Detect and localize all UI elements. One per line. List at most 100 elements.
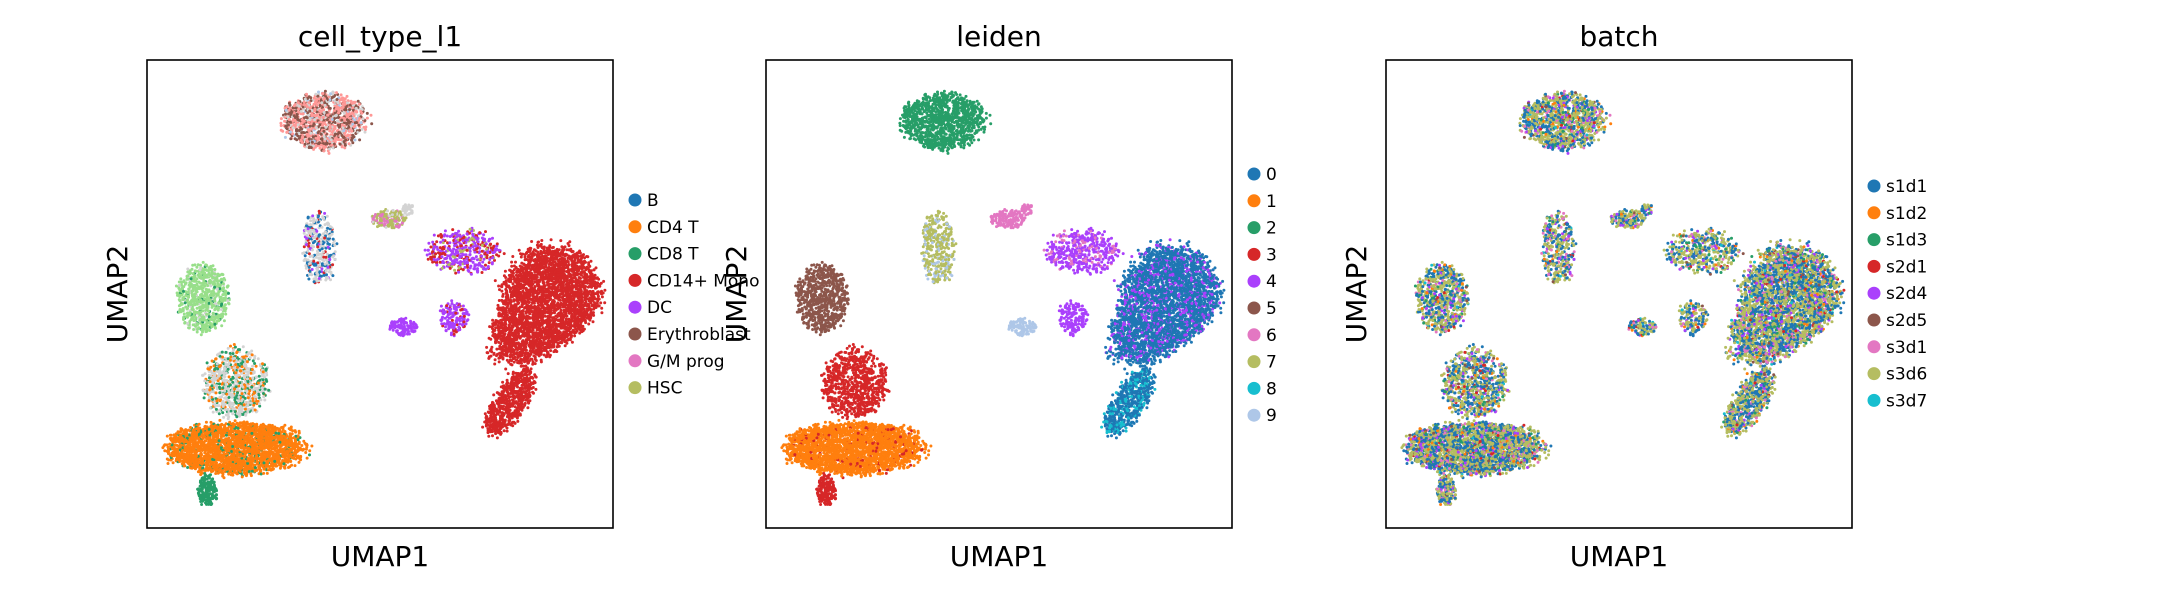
cell-point [284, 125, 287, 128]
cell-point [447, 313, 450, 316]
cell-point [470, 273, 473, 276]
cell-point [562, 281, 565, 284]
cell-point [488, 258, 491, 261]
cell-point [316, 267, 319, 270]
cell-point [600, 307, 603, 310]
cell-point [323, 212, 326, 215]
cell-point [364, 131, 367, 134]
cell-point [454, 272, 457, 275]
cell-point [560, 309, 563, 312]
cell-point [401, 222, 404, 225]
cell-point [439, 309, 442, 312]
cell-point [289, 131, 292, 134]
cell-point [308, 273, 311, 276]
cell-point [352, 112, 355, 115]
cell-point [407, 330, 410, 333]
cell-point [442, 239, 445, 242]
cell-point [509, 299, 512, 302]
cell-point [325, 270, 328, 273]
cell-point [398, 219, 401, 222]
cell-point [320, 133, 323, 136]
cell-point [525, 269, 528, 272]
cell-point [462, 253, 465, 256]
cell-point [557, 288, 560, 291]
cell-point [564, 344, 567, 347]
cell-point [494, 326, 497, 329]
cell-point [427, 242, 430, 245]
cell-point [314, 263, 317, 266]
cell-point [458, 323, 461, 326]
cell-point [306, 105, 309, 108]
cell-point [469, 228, 472, 231]
cell-point [315, 137, 318, 140]
cell-point [561, 284, 564, 287]
cell-point [353, 118, 356, 121]
cell-point [581, 328, 584, 331]
cell-point [316, 245, 319, 248]
cell-point [323, 97, 326, 100]
cell-point [443, 247, 446, 250]
cell-point [318, 116, 321, 119]
cell-point [440, 305, 443, 308]
cell-point [330, 144, 333, 147]
cell-point [318, 277, 321, 280]
cell-point [432, 248, 435, 251]
cell-point [312, 260, 315, 263]
cell-point [550, 330, 553, 333]
cell-point [520, 360, 523, 363]
cell-point [372, 218, 375, 221]
cell-point [475, 236, 478, 239]
cell-point [450, 253, 453, 256]
cell-point [391, 320, 394, 323]
cell-point [456, 250, 459, 253]
cell-point [325, 273, 328, 276]
cell-point [497, 341, 500, 344]
cell-point [560, 251, 563, 254]
cell-point [350, 129, 353, 132]
cell-point [309, 219, 312, 222]
cell-point [293, 104, 296, 107]
cell-point [458, 319, 461, 322]
cell-point [545, 252, 548, 255]
cell-point [522, 313, 525, 316]
cell-point [534, 356, 537, 359]
cell-point [589, 272, 592, 275]
cell-point [575, 287, 578, 290]
cell-point [507, 327, 510, 330]
cell-point [456, 302, 459, 305]
cell-point [344, 106, 347, 109]
cell-point [565, 276, 568, 279]
cell-point [540, 239, 543, 242]
cell-point [324, 142, 327, 145]
cell-point [397, 226, 400, 229]
cell-point [471, 233, 474, 236]
cell-point [324, 104, 327, 107]
cell-point [583, 275, 586, 278]
cell-point [588, 269, 591, 272]
cell-point [458, 255, 461, 258]
cell-point [475, 245, 478, 248]
cell-point [392, 209, 395, 212]
cell-point [472, 267, 475, 270]
cell-point [435, 264, 438, 267]
cell-point [486, 251, 489, 254]
cell-point [331, 263, 334, 266]
cell-point [340, 119, 343, 122]
cell-point [578, 250, 581, 253]
cell-point [453, 253, 456, 256]
cell-point [355, 107, 358, 110]
cell-point [533, 259, 536, 262]
cell-point [503, 274, 506, 277]
cell-point [601, 295, 604, 298]
cell-point [457, 271, 460, 274]
cell-point [305, 133, 308, 136]
cell-point [484, 230, 487, 233]
cell-point [307, 121, 310, 124]
cell-point [314, 275, 317, 278]
cell-point [309, 231, 312, 234]
cell-point [439, 261, 442, 264]
cell-point [495, 354, 498, 357]
cell-point [307, 278, 310, 281]
cell-point [581, 300, 584, 303]
cell-point [351, 106, 354, 109]
